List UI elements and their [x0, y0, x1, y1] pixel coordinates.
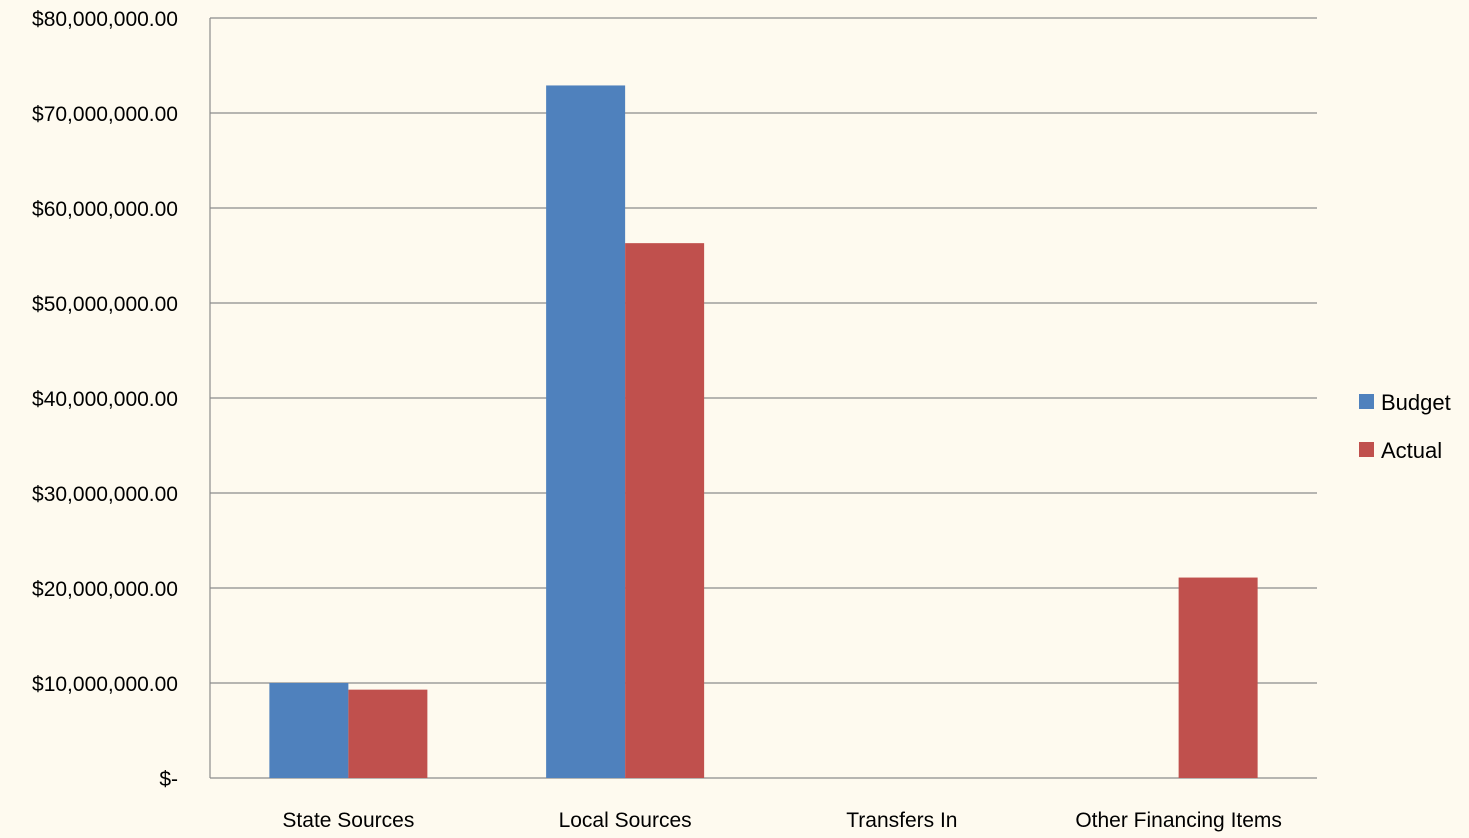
bar-actual [625, 243, 705, 778]
category-label: Transfers In [846, 809, 957, 832]
y-tick-label: $40,000,000.00 [32, 388, 178, 411]
category-label: Local Sources [559, 809, 692, 832]
bar-actual [1178, 577, 1258, 778]
y-tick-label: $10,000,000.00 [32, 673, 178, 696]
legend-label: Actual [1381, 438, 1442, 463]
category-label: Other Financing Items [1075, 809, 1282, 832]
y-tick-label: $50,000,000.00 [32, 293, 178, 316]
legend-label: Budget [1381, 390, 1451, 415]
y-tick-label: $70,000,000.00 [32, 103, 178, 126]
legend-swatch-budget [1359, 394, 1374, 409]
y-tick-label: $20,000,000.00 [32, 578, 178, 601]
bar-actual [348, 689, 428, 778]
bar-budget [269, 683, 349, 778]
y-tick-label: $80,000,000.00 [32, 8, 178, 31]
y-tick-label: $- [159, 768, 178, 791]
y-tick-label: $60,000,000.00 [32, 198, 178, 221]
bar-budget [546, 85, 626, 778]
category-label: State Sources [282, 809, 414, 832]
y-tick-label: $30,000,000.00 [32, 483, 178, 506]
legend-swatch-actual [1359, 442, 1374, 457]
